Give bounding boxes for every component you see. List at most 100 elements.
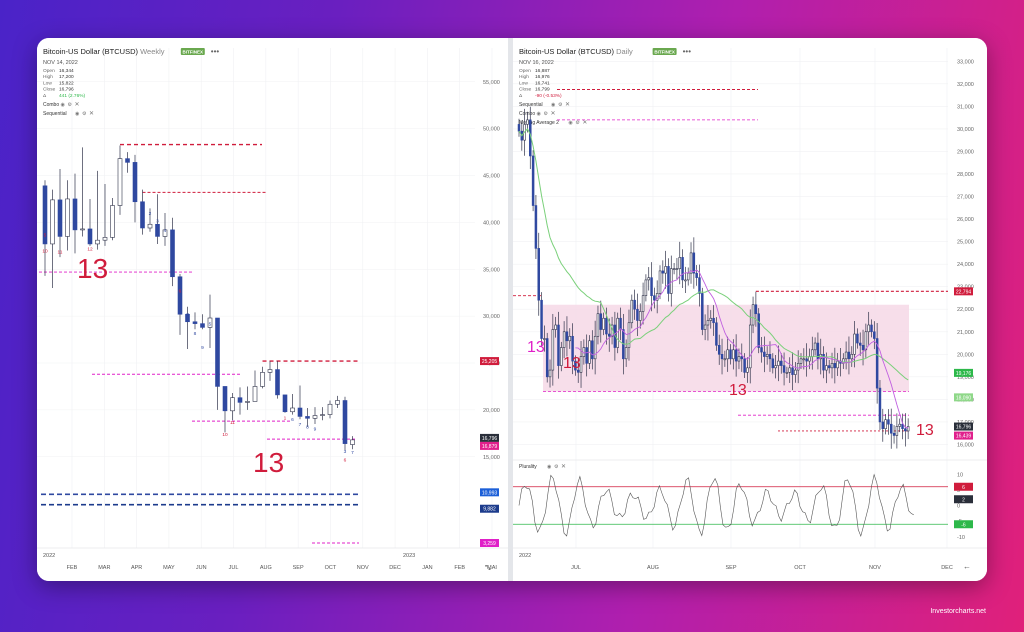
gear-icon[interactable]: ⚙ [558,102,563,108]
daily-ohlc-label: Close [519,87,532,93]
weekly-sequential-count: 7 [351,450,354,456]
panel-divider[interactable] [508,38,513,581]
weekly-x-tick: NOV [357,565,369,571]
weekly-sequential-count: 7 [299,422,302,428]
daily-ohlc-label: Δ [519,93,523,99]
daily-price-tag [954,431,973,440]
daily-more-icon[interactable]: ••• [683,47,692,56]
weekly-candle [95,239,100,245]
weekly-x-tick: FEB [454,565,465,571]
gear-icon[interactable]: ⚙ [544,111,549,117]
weekly-y-tick: 45,000 [483,174,500,180]
gear-icon[interactable]: ⚙ [82,111,87,117]
oscillator-y-tick: 0 [957,504,960,510]
daily-y-tick: 20,000 [957,352,974,358]
daily-ohlc-label: Low [519,80,528,86]
back-arrow-icon[interactable]: ← [963,562,971,571]
daily-candle [763,351,766,357]
daily-candle [791,367,794,375]
daily-candle [715,322,718,346]
daily-candle [670,268,673,294]
weekly-candle [215,317,220,387]
weekly-sequential-count: 4 [164,228,167,234]
eye-icon[interactable]: ◉ [537,111,542,117]
gear-icon[interactable]: ⚙ [575,120,580,126]
weekly-candle [50,199,55,245]
weekly-price-tag [480,539,499,547]
weekly-candle [170,229,175,278]
weekly-indicator-label: Combo [43,102,59,108]
weekly-x-tick: JAN [422,565,432,571]
daily-ohlc-label: High [519,74,529,80]
daily-candle [796,363,800,371]
daily-candle [641,295,645,312]
eye-icon[interactable]: ◉ [551,102,556,108]
gear-icon[interactable]: ⚙ [554,464,559,470]
weekly-sequential-count: 5 [171,242,174,248]
daily-candle [658,270,662,294]
eye-icon[interactable]: ◉ [61,102,66,108]
gear-icon[interactable]: ⚙ [68,102,73,108]
daily-candle [867,324,870,333]
weekly-price-tag [480,441,499,450]
weekly-candle [260,372,265,387]
daily-candle [551,329,555,371]
weekly-price-tag-label: 3,259 [483,541,496,547]
daily-candle [534,205,538,249]
weekly-ohlc-label: Close [43,87,56,93]
daily-candle [526,119,529,125]
daily-candle [864,331,868,351]
weekly-candle [65,198,70,237]
weekly-candle [57,199,63,237]
daily-candle [712,317,715,324]
close-icon[interactable]: ✕ [561,464,566,470]
close-icon[interactable]: ✕ [582,120,587,126]
daily-candle [574,360,577,371]
daily-chart-panel[interactable]: 33,000 32,000 31,000 30,000 29,000 28,000 27,0… [513,38,987,581]
eye-icon[interactable]: ◉ [547,464,552,470]
daily-candle [684,279,687,282]
oscillator-name: Plurality [519,464,537,470]
eye-icon[interactable]: ◉ [75,111,80,117]
weekly-more-icon[interactable]: ••• [211,47,220,56]
weekly-chart-panel[interactable]: 55,00050,00045,00040,00035,00030,00025,0… [37,38,508,581]
daily-candle [811,349,814,357]
daily-candle [878,387,882,423]
daily-candle [565,331,569,342]
eye-icon[interactable]: ◉ [568,120,573,126]
weekly-chart-svg[interactable]: 55,00050,00045,00040,00035,00030,00025,0… [37,38,508,581]
weekly-exchange-badge [180,48,205,55]
weekly-ohlc-value: 17,200 [59,74,74,80]
weekly-price-tag [480,504,499,513]
weekly-y-tick: 15,000 [483,455,500,461]
daily-candle [653,295,656,301]
close-icon[interactable]: ✕ [551,111,556,117]
daily-candle [802,358,806,361]
daily-price-tag [954,368,973,377]
daily-candle [732,349,735,360]
weekly-y-tick: 35,000 [483,267,500,273]
daily-moving-average-slow [518,128,909,381]
close-icon[interactable]: ✕ [89,111,94,117]
daily-candle [554,324,557,330]
daily-candle [844,351,848,360]
daily-candle [661,270,665,274]
weekly-ohlc-value: 16,796 [59,87,74,93]
close-icon[interactable]: ✕ [75,102,80,108]
expand-arrows-icon[interactable]: ⤡ [485,565,491,572]
weekly-candle [147,223,153,229]
close-icon[interactable]: ✕ [565,102,570,108]
daily-candle [672,268,676,270]
daily-candle [895,426,899,436]
daily-ohlc-label: Open [519,68,531,74]
daily-candle [585,347,588,364]
daily-candle [782,365,786,373]
daily-candle [706,320,710,326]
daily-candle [884,419,887,429]
weekly-candle [200,323,205,328]
daily-candle [765,354,769,357]
weekly-exchange-badge-label: BITFINEX [183,50,204,55]
daily-chart-svg[interactable]: 33,000 32,000 31,000 30,000 29,000 28,000 27,0… [513,38,987,581]
daily-candle [639,311,642,321]
daily-candle [543,338,546,340]
